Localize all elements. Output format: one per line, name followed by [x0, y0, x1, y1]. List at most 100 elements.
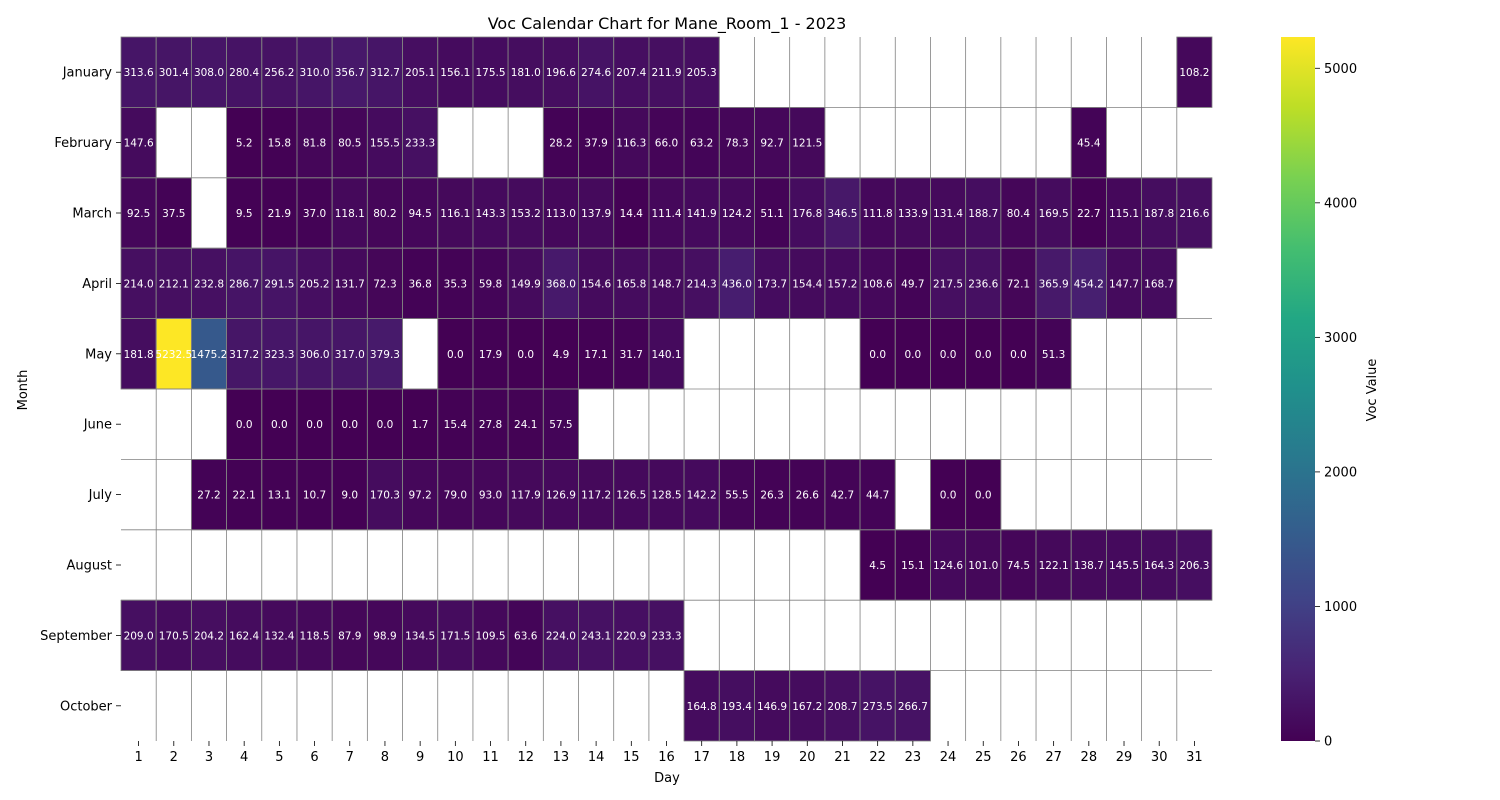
cell-value-label: 121.5	[792, 138, 822, 150]
cell-value-label: 0.0	[975, 349, 992, 361]
x-tick-label: 13	[553, 750, 570, 765]
x-tick-label: 4	[240, 750, 248, 765]
cell-value-label: 72.1	[1007, 278, 1030, 290]
cell-value-label: 116.1	[440, 208, 470, 220]
heatmap-cell	[155, 36, 192, 108]
cell-value-label: 224.0	[546, 630, 576, 642]
cell-value-label: 115.1	[1109, 208, 1139, 220]
heatmap-cell	[261, 599, 298, 672]
cell-value-label: 181.8	[124, 349, 154, 361]
cell-value-label: 101.0	[968, 560, 998, 572]
cell-value-label: 26.6	[796, 490, 820, 502]
heatmap-cell	[472, 247, 509, 319]
heatmap-cell	[402, 388, 439, 460]
cell-value-label: 233.3	[651, 630, 681, 642]
cell-value-label: 10.7	[303, 490, 326, 502]
x-tick-label: 2	[170, 750, 178, 765]
heatmap-cell	[120, 318, 157, 390]
heatmap-cell	[648, 107, 685, 179]
cell-value-label: 155.5	[370, 138, 400, 150]
heatmap-cell	[1106, 529, 1143, 601]
heatmap-cell	[754, 458, 791, 531]
heatmap-cell	[1070, 177, 1107, 249]
cell-value-label: 173.7	[757, 278, 787, 290]
x-tick-label: 29	[1116, 750, 1133, 765]
y-tick-label: June	[83, 418, 112, 433]
x-tick-label: 12	[517, 750, 534, 765]
y-tick-label: September	[40, 629, 113, 644]
cell-value-label: 346.5	[827, 208, 857, 220]
cell-value-label: 232.8	[194, 278, 224, 290]
cell-value-label: 1475.2	[191, 349, 228, 361]
cell-value-label: 164.3	[1144, 560, 1174, 572]
cell-value-label: 317.0	[335, 349, 365, 361]
heatmap-cell	[507, 318, 544, 390]
cell-value-label: 212.1	[159, 278, 189, 290]
cell-value-label: 63.2	[690, 138, 713, 150]
cell-value-label: 5.2	[236, 138, 253, 150]
cell-value-label: 81.8	[303, 138, 326, 150]
x-tick-label: 9	[416, 750, 424, 765]
cell-value-label: 236.6	[968, 278, 998, 290]
x-tick-label: 3	[205, 750, 213, 765]
cell-value-label: 188.7	[968, 208, 998, 220]
heatmap-cell	[578, 107, 615, 179]
cell-value-label: 92.5	[127, 208, 150, 220]
cell-value-label: 79.0	[444, 490, 467, 502]
cell-value-label: 0.0	[517, 349, 534, 361]
colorbar-tick-label: 3000	[1324, 331, 1357, 346]
cell-value-label: 14.4	[620, 208, 644, 220]
heatmap-cell	[402, 247, 439, 319]
cell-value-label: 80.5	[338, 138, 361, 150]
cell-value-label: 206.3	[1179, 560, 1209, 572]
cell-value-label: 57.5	[549, 419, 572, 431]
cell-value-label: 42.7	[831, 490, 854, 502]
cell-value-label: 286.7	[229, 278, 259, 290]
heatmap-cell	[507, 247, 544, 319]
heatmap-cell	[226, 599, 263, 672]
cell-value-label: 37.9	[584, 138, 607, 150]
cell-value-label: 21.9	[268, 208, 291, 220]
cell-value-label: 274.6	[581, 67, 611, 79]
cell-value-label: 379.3	[370, 349, 400, 361]
heatmap-cell	[155, 247, 192, 319]
cell-value-label: 0.0	[377, 419, 394, 431]
cell-value-label: 148.7	[651, 278, 681, 290]
heatmap-cell	[472, 458, 509, 531]
heatmap-cell	[930, 529, 967, 601]
colorbar-tick-label: 2000	[1324, 465, 1357, 480]
cell-value-label: 126.9	[546, 490, 576, 502]
cell-value-label: 37.5	[162, 208, 185, 220]
heatmap-cell	[226, 388, 263, 460]
cell-value-label: 291.5	[264, 278, 294, 290]
y-tick-label: July	[88, 488, 113, 503]
heatmap-cell	[190, 318, 227, 390]
cell-value-label: 5232.5	[155, 349, 192, 361]
heatmap-cell	[472, 599, 509, 672]
heatmap-cell	[930, 247, 967, 319]
heatmap-cell	[507, 177, 544, 249]
heatmap-cell	[754, 670, 791, 742]
x-tick-label: 11	[482, 750, 499, 765]
heatmap-cell	[437, 318, 474, 390]
heatmap-cell	[331, 458, 368, 531]
cell-value-label: 207.4	[616, 67, 646, 79]
cell-value-label: 149.9	[511, 278, 541, 290]
cell-value-label: 45.4	[1077, 138, 1101, 150]
cell-value-label: 108.2	[1179, 67, 1209, 79]
heatmap-cell	[331, 388, 368, 460]
cell-value-label: 17.1	[584, 349, 607, 361]
cell-value-label: 142.2	[687, 490, 717, 502]
heatmap-cell	[472, 318, 509, 390]
colorbar	[1281, 37, 1315, 741]
heatmap-cell	[261, 318, 298, 390]
heatmap-cell	[437, 36, 474, 108]
cell-value-label: 55.5	[725, 490, 748, 502]
x-tick-label: 8	[381, 750, 389, 765]
heatmap-cell	[542, 247, 579, 319]
cell-value-label: 208.7	[827, 701, 857, 713]
cell-value-label: 140.1	[651, 349, 681, 361]
heatmap-cell	[578, 36, 615, 108]
heatmap-cell	[1141, 247, 1178, 319]
